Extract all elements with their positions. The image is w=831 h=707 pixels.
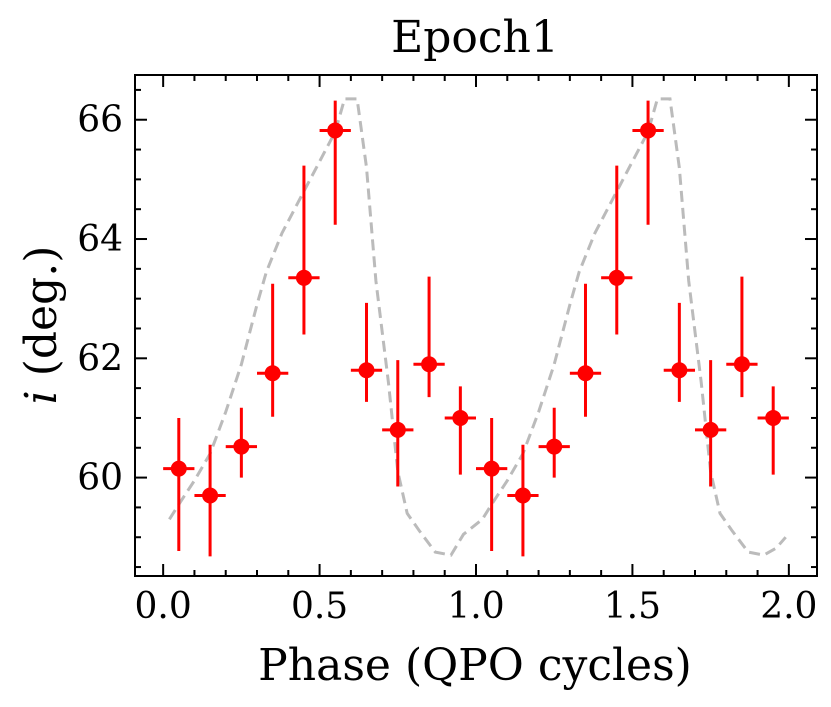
- point-marker: [170, 460, 187, 477]
- data-point: [538, 407, 570, 478]
- x-tick-label: 1.0: [447, 586, 504, 627]
- point-marker: [295, 269, 312, 286]
- data-point: [726, 276, 758, 398]
- model-curve: [168, 97, 787, 557]
- point-marker: [264, 365, 281, 382]
- data-point: [163, 417, 195, 551]
- point-marker: [608, 269, 625, 286]
- point-marker: [202, 487, 219, 504]
- y-tick-label: 66: [77, 100, 123, 141]
- data-point: [663, 302, 695, 402]
- point-marker: [514, 487, 531, 504]
- point-marker: [452, 409, 469, 426]
- point-marker: [233, 438, 250, 455]
- data-point: [413, 276, 445, 398]
- x-tick-label: 2.0: [760, 586, 817, 627]
- point-marker: [389, 421, 406, 438]
- point-marker: [733, 356, 750, 373]
- plot-frame: [134, 74, 818, 577]
- y-tick-labels: 60 62 64 66: [77, 100, 123, 499]
- point-marker: [702, 421, 719, 438]
- point-marker: [483, 460, 500, 477]
- data-point: [194, 444, 226, 557]
- point-marker: [765, 409, 782, 426]
- x-axis-title: Phase (QPO cycles): [258, 640, 692, 691]
- y-axis-title: i (deg.): [16, 246, 67, 405]
- data-point: [569, 283, 602, 417]
- y-tick-label: 60: [77, 458, 123, 499]
- data-point: [757, 386, 789, 475]
- data-point: [288, 165, 320, 335]
- y-axis-variable: i: [16, 390, 67, 404]
- x-tick-labels: 0.0 0.5 1.0 1.5 2.0: [135, 586, 818, 627]
- data-point: [319, 100, 351, 225]
- data-point: [632, 100, 664, 225]
- data-point: [225, 407, 258, 478]
- data-point: [476, 417, 508, 551]
- y-tick-label: 62: [77, 338, 123, 379]
- point-marker: [640, 122, 657, 139]
- chart-title: Epoch1: [391, 12, 559, 63]
- data-point: [444, 386, 476, 475]
- x-tick-label: 1.5: [604, 586, 661, 627]
- y-tick-label: 64: [77, 219, 123, 260]
- data-point: [350, 302, 383, 402]
- data-point: [382, 360, 414, 487]
- axis-ticks: [135, 75, 817, 576]
- point-marker: [671, 362, 688, 379]
- data-point: [257, 283, 289, 417]
- point-marker: [577, 365, 594, 382]
- point-marker: [327, 122, 344, 139]
- point-marker: [546, 438, 563, 455]
- data-point: [601, 165, 633, 335]
- point-marker: [358, 362, 375, 379]
- y-axis-unit: (deg.): [16, 246, 67, 391]
- x-tick-label: 0.5: [291, 586, 348, 627]
- data-point: [694, 360, 727, 487]
- x-tick-label: 0.0: [135, 586, 192, 627]
- data-point: [507, 444, 539, 557]
- point-marker: [421, 356, 438, 373]
- data-points: [163, 100, 789, 557]
